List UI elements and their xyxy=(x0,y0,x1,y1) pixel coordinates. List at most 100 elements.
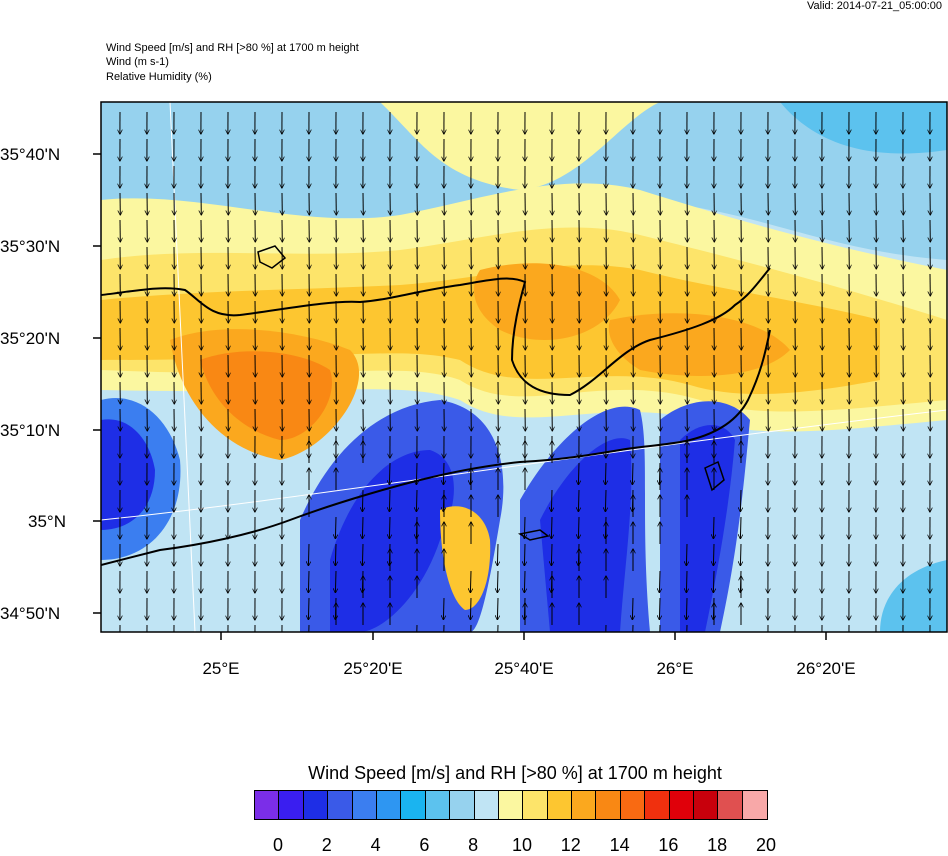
wind-arrow xyxy=(578,517,579,539)
wind-arrow xyxy=(470,625,471,647)
wind-arrow xyxy=(362,517,363,539)
wind-arrow xyxy=(497,598,498,620)
colorbar-swatch xyxy=(328,791,352,819)
wind-arrow xyxy=(416,463,417,485)
wind-arrow xyxy=(497,625,498,647)
wind-arrow xyxy=(470,571,471,593)
colorbar-tick-label: 18 xyxy=(707,835,727,856)
wind-arrow xyxy=(713,571,714,593)
colorbar-swatch xyxy=(426,791,450,819)
wind-arrow xyxy=(524,571,525,593)
colorbar-tick-label: 0 xyxy=(273,835,283,856)
lon-label-4: 26°E xyxy=(656,659,693,678)
colorbar-swatch xyxy=(718,791,742,819)
wind-arrow xyxy=(362,490,363,512)
colorbar-swatch xyxy=(377,791,401,819)
wind-arrow xyxy=(443,463,444,485)
wind-arrow xyxy=(740,544,741,566)
wind-arrow xyxy=(632,598,633,620)
lon-label-1: 25°E xyxy=(202,659,239,678)
lon-label-5: 26°20'E xyxy=(796,659,855,678)
colorbar-swatch xyxy=(450,791,474,819)
lat-label-4: 35°10'N xyxy=(0,421,60,440)
colorbar-swatch xyxy=(523,791,547,819)
wind-arrow xyxy=(389,463,390,485)
wind-arrow xyxy=(659,625,660,647)
colorbar-swatch xyxy=(670,791,694,819)
wind-arrow xyxy=(551,517,552,539)
colorbar-swatch xyxy=(475,791,499,819)
lat-ticks xyxy=(93,154,101,613)
wind-arrow xyxy=(686,598,687,620)
colorbar-swatch xyxy=(353,791,377,819)
colorbar-tick-label: 14 xyxy=(610,835,630,856)
wind-arrow xyxy=(740,490,741,512)
lon-label-3: 25°40'E xyxy=(494,659,553,678)
lat-label-3: 35°20'N xyxy=(0,329,60,348)
colorbar-tick-label: 4 xyxy=(371,835,381,856)
wind-arrow xyxy=(713,517,714,539)
wind-arrow xyxy=(362,544,363,566)
wind-arrow xyxy=(632,463,633,485)
wind-arrow xyxy=(713,544,714,566)
wind-arrow xyxy=(335,571,336,593)
wind-arrow xyxy=(416,625,417,647)
colorbar-tick-label: 6 xyxy=(419,835,429,856)
wind-arrow xyxy=(443,625,444,647)
lon-ticks xyxy=(221,632,826,640)
colorbar-swatch xyxy=(645,791,669,819)
wind-arrow xyxy=(470,598,471,620)
lat-label-6: 34°50'N xyxy=(0,604,60,623)
wind-arrow xyxy=(308,571,309,593)
wind-arrow xyxy=(551,490,552,512)
wind-arrow xyxy=(308,625,309,647)
colorbar-swatch xyxy=(743,791,767,819)
wind-arrow xyxy=(632,625,633,647)
wind-arrow xyxy=(335,517,336,539)
colorbar-tick-label: 10 xyxy=(512,835,532,856)
wind-arrow xyxy=(524,517,525,539)
colorbar xyxy=(254,790,768,820)
wind-arrow xyxy=(335,544,336,566)
wind-arrow xyxy=(605,625,606,647)
lat-label-1: 35°40'N xyxy=(0,145,60,164)
wind-arrow xyxy=(659,598,660,620)
colorbar-swatch xyxy=(596,791,620,819)
colorbar-swatch xyxy=(694,791,718,819)
lat-label-5: 35°N xyxy=(28,512,66,531)
wind-arrow xyxy=(686,571,687,593)
colorbar-tick-label: 2 xyxy=(322,835,332,856)
colorbar-tick-label: 8 xyxy=(468,835,478,856)
colorbar-swatch xyxy=(621,791,645,819)
wind-arrow xyxy=(659,571,660,593)
colorbar-swatch xyxy=(548,791,572,819)
wind-arrow xyxy=(389,490,390,512)
lat-label-2: 35°30'N xyxy=(0,237,60,256)
colorbar-tick-label: 16 xyxy=(658,835,678,856)
colorbar-swatch xyxy=(401,791,425,819)
colorbar-title: Wind Speed [m/s] and RH [>80 %] at 1700 … xyxy=(0,763,948,784)
colorbar-swatch xyxy=(279,791,303,819)
wind-arrow xyxy=(416,490,417,512)
colorbar-tick-label: 20 xyxy=(756,835,776,856)
wind-arrow xyxy=(740,517,741,539)
wind-arrow xyxy=(308,598,309,620)
colorbar-swatch xyxy=(304,791,328,819)
wind-arrow xyxy=(551,544,552,566)
wind-arrow xyxy=(524,544,525,566)
wind-arrow xyxy=(578,463,579,485)
wind-arrow xyxy=(686,625,687,647)
colorbar-swatch xyxy=(255,791,279,819)
colorbar-swatch xyxy=(572,791,596,819)
colorbar-tick-label: 12 xyxy=(561,835,581,856)
wind-arrow xyxy=(497,544,498,566)
wind-arrow xyxy=(497,571,498,593)
colorbar-swatch xyxy=(499,791,523,819)
wind-arrow xyxy=(389,517,390,539)
wind-arrow xyxy=(308,544,309,566)
wind-arrow xyxy=(605,490,606,512)
wind-arrow xyxy=(578,490,579,512)
wind-arrow xyxy=(686,544,687,566)
wind-arrow xyxy=(605,463,606,485)
